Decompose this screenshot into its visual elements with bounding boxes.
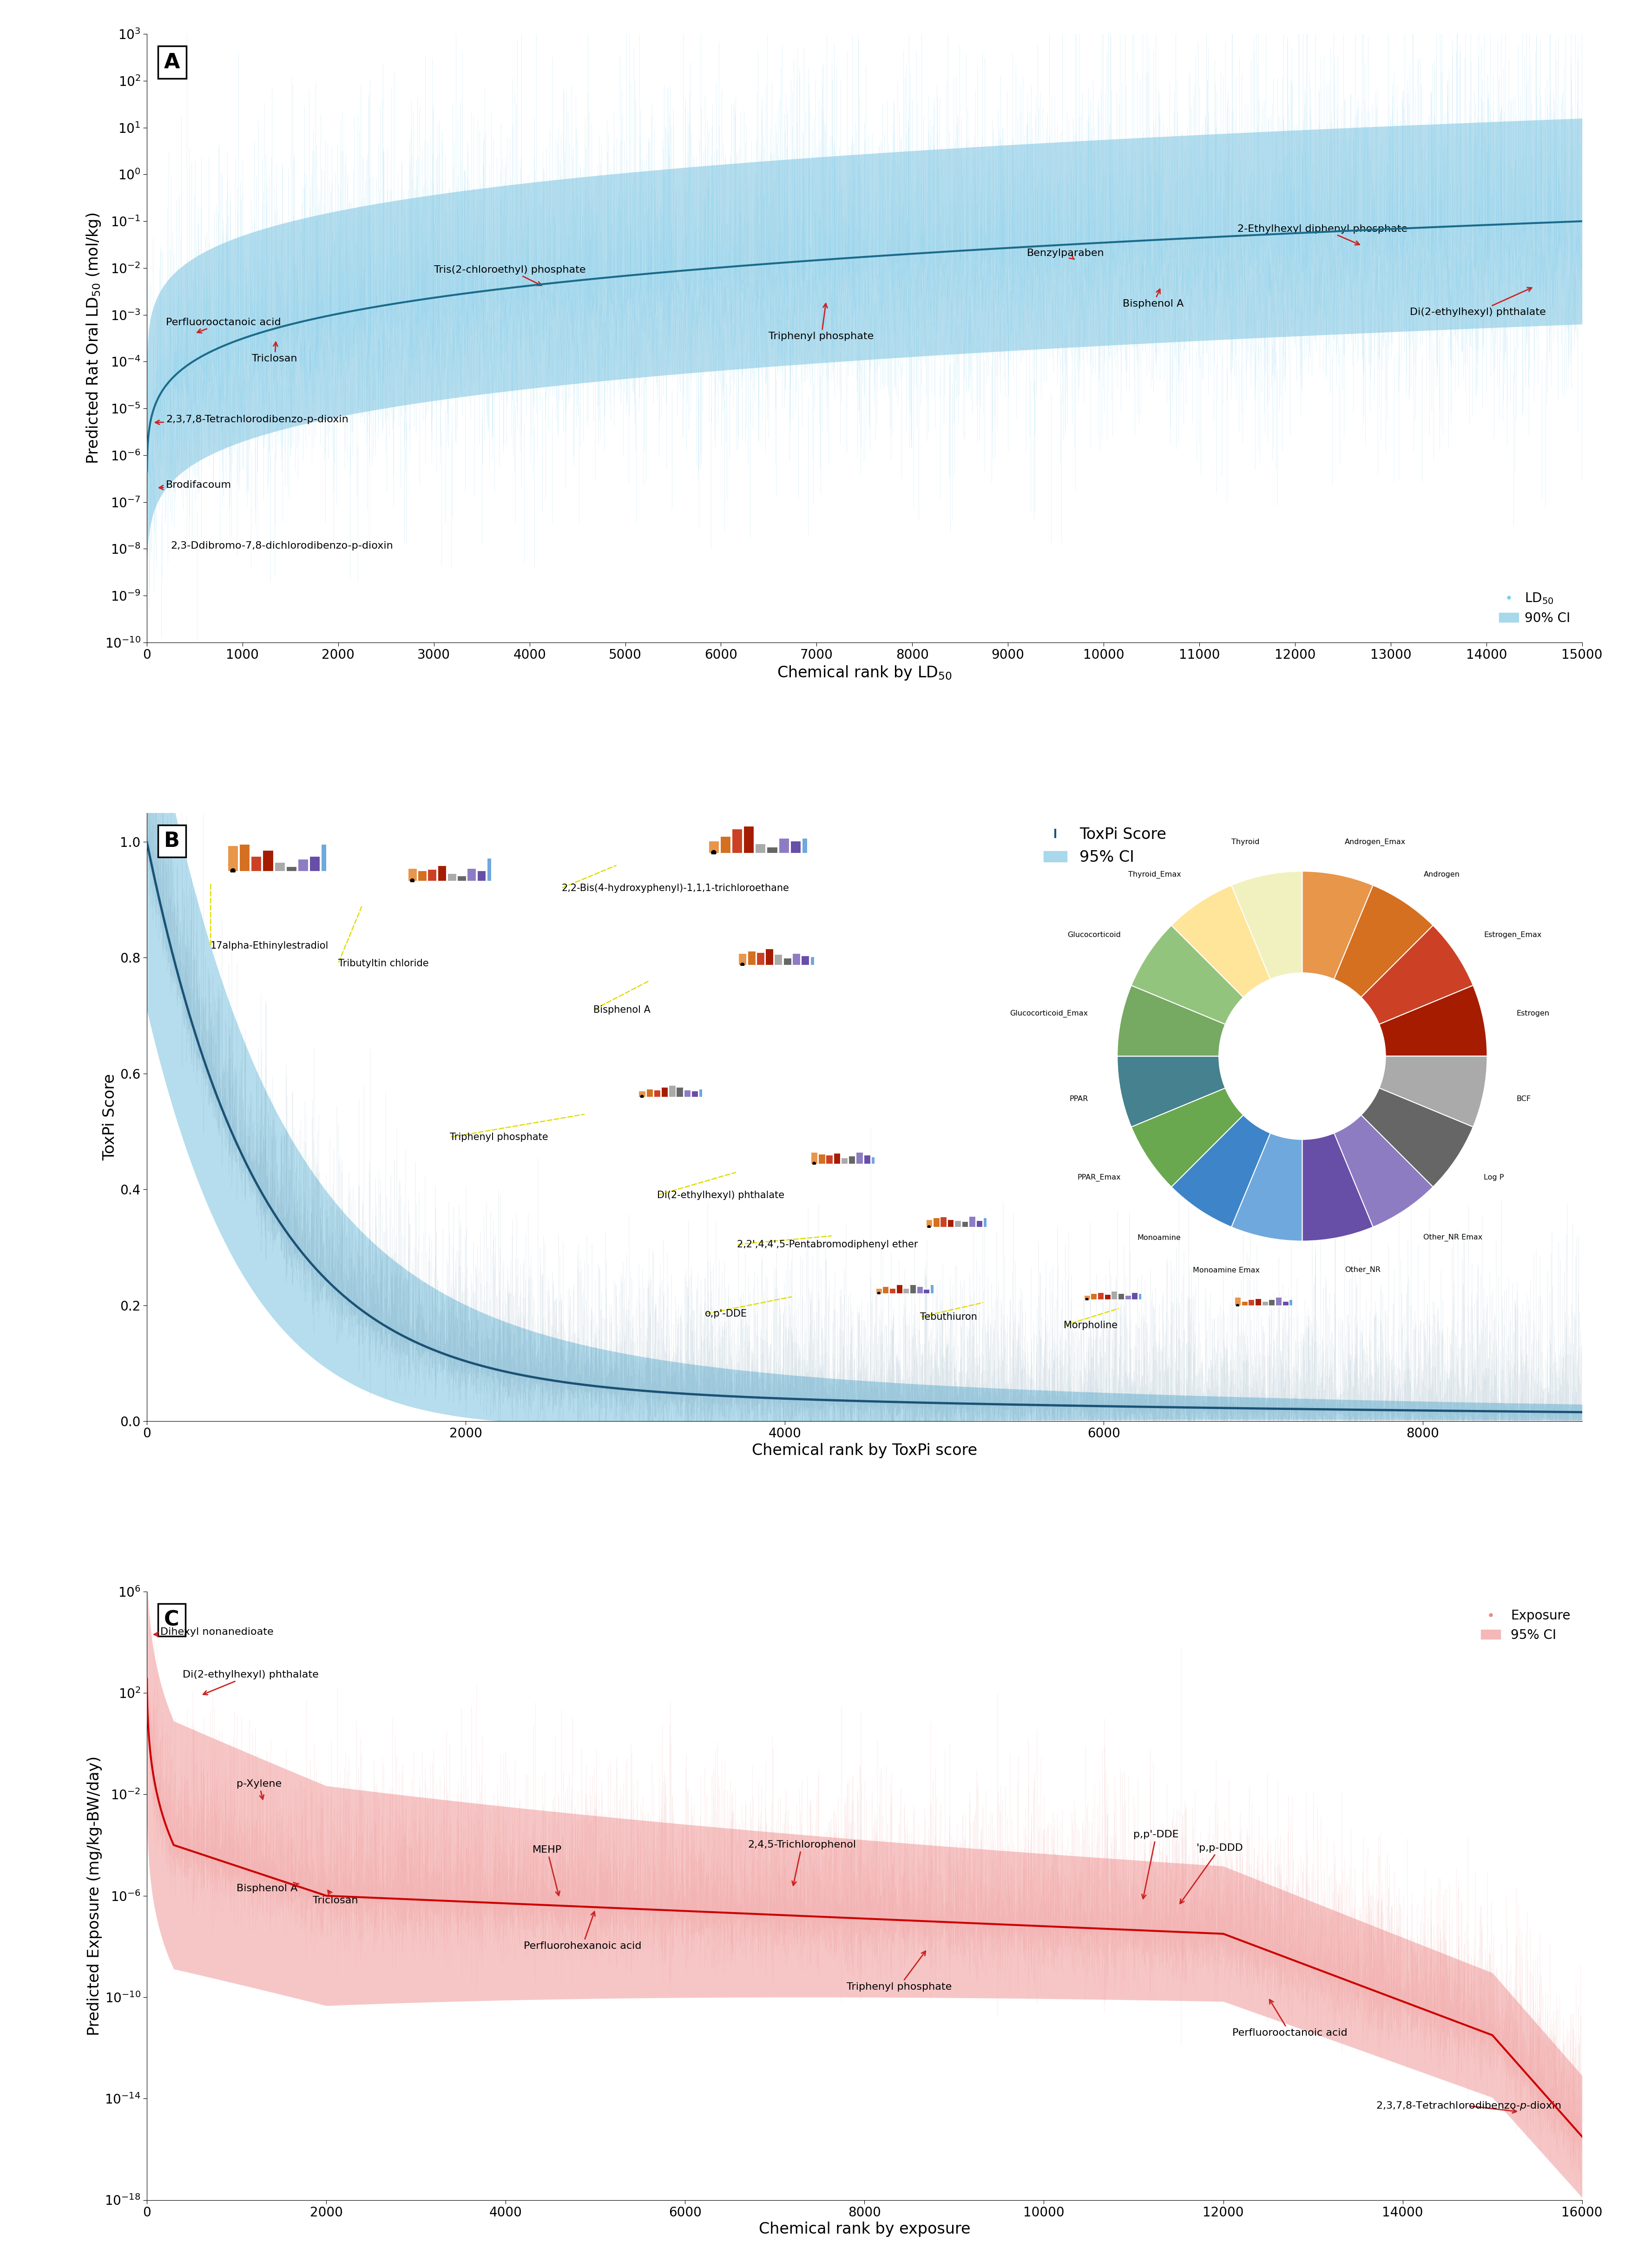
Text: Triphenyl phosphate: Triphenyl phosphate bbox=[450, 1132, 548, 1141]
Text: Di(2-ethylhexyl) phthalate: Di(2-ethylhexyl) phthalate bbox=[657, 1191, 785, 1200]
Text: o,p'-DDE: o,p'-DDE bbox=[705, 1309, 747, 1318]
Text: Tributyltin chloride: Tributyltin chloride bbox=[338, 959, 429, 968]
Text: A: A bbox=[165, 52, 179, 73]
Text: 2,3-Ddibromo-7,8-dichlorodibenzo-p-dioxin: 2,3-Ddibromo-7,8-dichlorodibenzo-p-dioxi… bbox=[171, 542, 393, 551]
Text: Bisphenol A: Bisphenol A bbox=[1122, 288, 1184, 308]
Text: p,p'-DDE: p,p'-DDE bbox=[1134, 1830, 1179, 1898]
Text: Triclosan: Triclosan bbox=[313, 1889, 359, 1905]
Text: 2,4,5-Trichlorophenol: 2,4,5-Trichlorophenol bbox=[747, 1839, 856, 1885]
Text: Perfluorooctanoic acid: Perfluorooctanoic acid bbox=[1233, 2000, 1347, 2037]
Text: Perfluorohexanoic acid: Perfluorohexanoic acid bbox=[524, 1912, 641, 1950]
Text: C: C bbox=[165, 1610, 179, 1631]
Text: MEHP: MEHP bbox=[532, 1846, 561, 1896]
Y-axis label: ToxPi Score: ToxPi Score bbox=[103, 1073, 117, 1161]
Text: Dihexyl nonanedioate: Dihexyl nonanedioate bbox=[153, 1626, 274, 1637]
Text: 2,3,7,8-Tetrachlorodibenzo-p-dioxin: 2,3,7,8-Tetrachlorodibenzo-p-dioxin bbox=[155, 415, 349, 424]
Legend: ToxPi Score, 95% CI: ToxPi Score, 95% CI bbox=[1037, 821, 1173, 871]
Text: Benzylparaben: Benzylparaben bbox=[1028, 249, 1104, 259]
Text: Triphenyl phosphate: Triphenyl phosphate bbox=[768, 304, 874, 340]
X-axis label: Chemical rank by exposure: Chemical rank by exposure bbox=[758, 2223, 970, 2236]
Text: Tebuthiuron: Tebuthiuron bbox=[920, 1313, 977, 1322]
Text: Brodifacoum: Brodifacoum bbox=[160, 481, 232, 490]
Text: 2,2-Bis(4-hydroxyphenyl)-1,1,1-trichloroethane: 2,2-Bis(4-hydroxyphenyl)-1,1,1-trichloro… bbox=[561, 885, 789, 894]
Y-axis label: Predicted Exposure (mg/kg-BW/day): Predicted Exposure (mg/kg-BW/day) bbox=[86, 1755, 103, 2037]
Text: Bisphenol A: Bisphenol A bbox=[236, 1882, 298, 1894]
X-axis label: Chemical rank by LD$_{50}$: Chemical rank by LD$_{50}$ bbox=[776, 665, 953, 680]
Text: 17alpha-Ethinylestradiol: 17alpha-Ethinylestradiol bbox=[210, 941, 329, 950]
Text: Bisphenol A: Bisphenol A bbox=[594, 1005, 651, 1014]
Text: p-Xylene: p-Xylene bbox=[236, 1780, 282, 1799]
Text: 'p,p-DDD: 'p,p-DDD bbox=[1179, 1844, 1243, 1903]
Text: Tris(2-chloroethyl) phosphate: Tris(2-chloroethyl) phosphate bbox=[434, 265, 586, 286]
Y-axis label: Predicted Rat Oral LD$_{50}$ (mol/kg): Predicted Rat Oral LD$_{50}$ (mol/kg) bbox=[85, 213, 103, 465]
Text: B: B bbox=[165, 830, 179, 850]
X-axis label: Chemical rank by ToxPi score: Chemical rank by ToxPi score bbox=[752, 1442, 977, 1458]
Text: Triclosan: Triclosan bbox=[253, 342, 297, 363]
Text: Di(2-ethylhexyl) phthalate: Di(2-ethylhexyl) phthalate bbox=[183, 1669, 318, 1694]
Text: Triphenyl phosphate: Triphenyl phosphate bbox=[846, 1950, 951, 1991]
Text: 2-Ethylhexyl diphenyl phosphate: 2-Ethylhexyl diphenyl phosphate bbox=[1238, 225, 1408, 245]
Text: Di(2-ethylhexyl) phthalate: Di(2-ethylhexyl) phthalate bbox=[1409, 288, 1546, 318]
Text: Perfluorooctanoic acid: Perfluorooctanoic acid bbox=[166, 318, 281, 333]
Text: 2,3,7,8-Tetrachlorodibenzo-$p$-dioxin: 2,3,7,8-Tetrachlorodibenzo-$p$-dioxin bbox=[1375, 2100, 1561, 2114]
Legend: LD$_{50}$, 90% CI: LD$_{50}$, 90% CI bbox=[1494, 585, 1576, 631]
Legend: Exposure, 95% CI: Exposure, 95% CI bbox=[1476, 1603, 1576, 1647]
Text: Morpholine: Morpholine bbox=[1063, 1320, 1117, 1331]
Text: 2,2',4,4',5-Pentabromodiphenyl ether: 2,2',4,4',5-Pentabromodiphenyl ether bbox=[737, 1241, 918, 1250]
